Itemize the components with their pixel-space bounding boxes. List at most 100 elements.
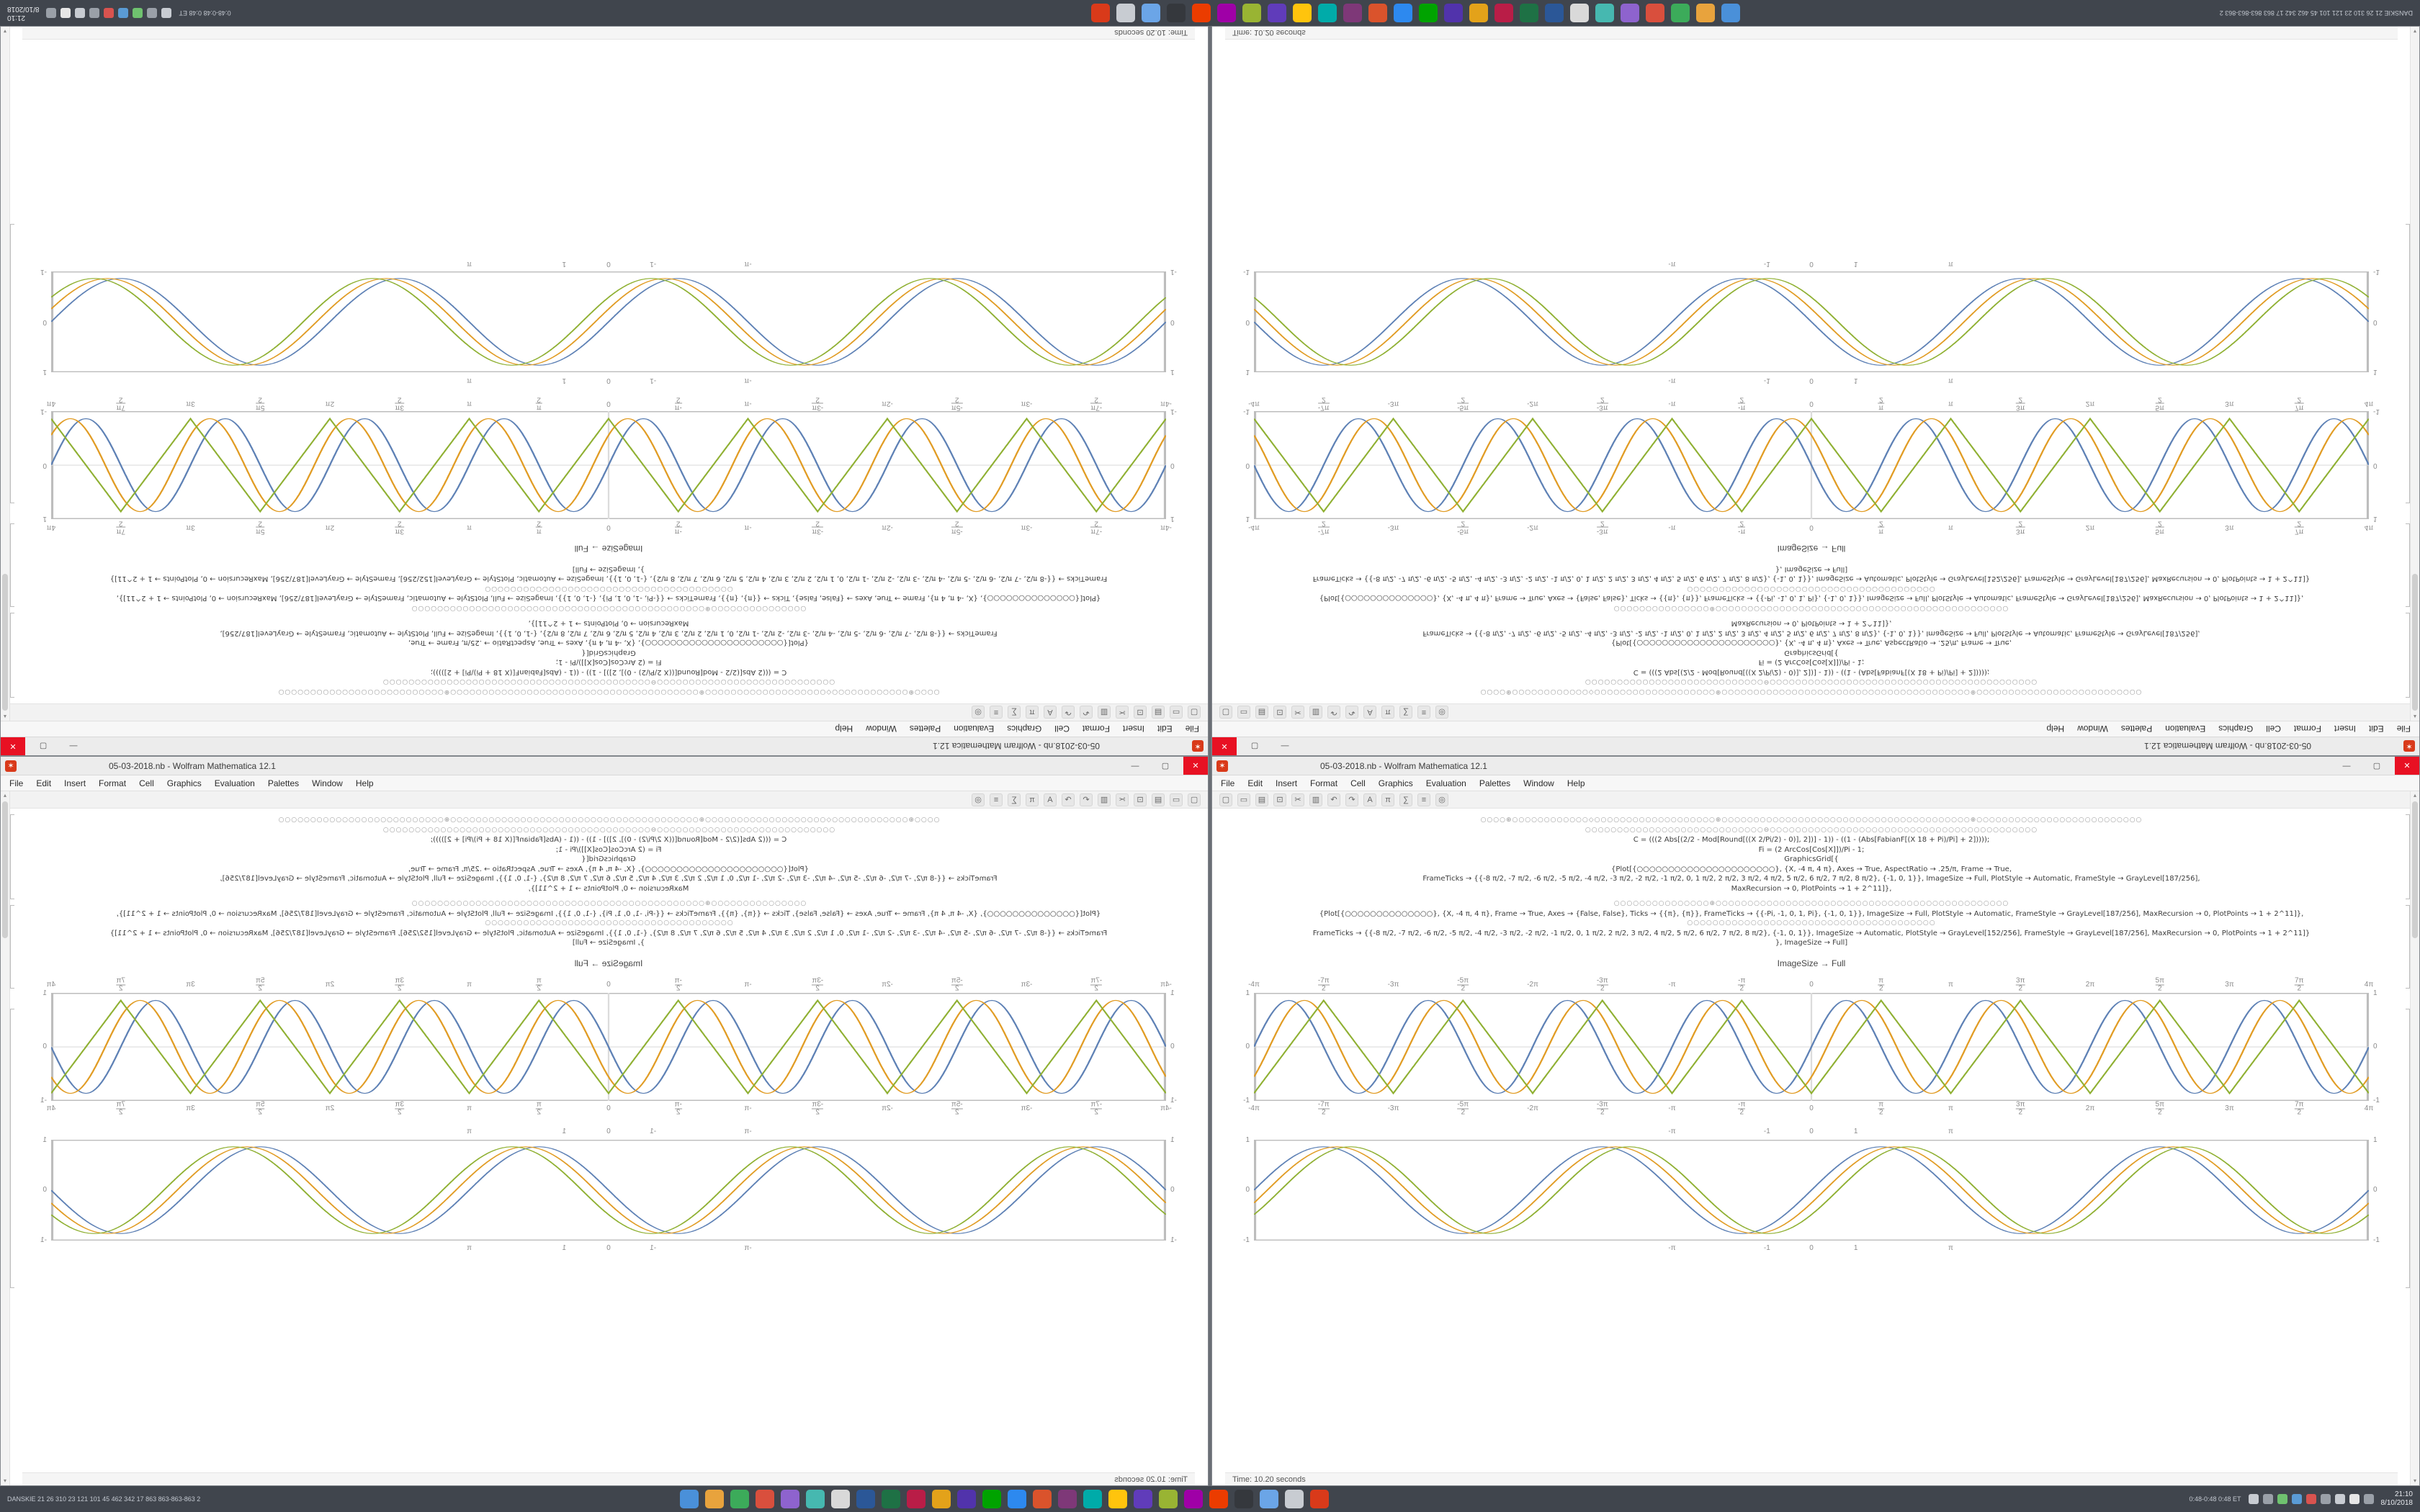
toolbar-icon[interactable]: ≡: [990, 793, 1003, 806]
menu-item[interactable]: Graphics: [166, 778, 202, 788]
toolbar-icon[interactable]: ∑: [1008, 793, 1021, 806]
toolbar-icon[interactable]: ▥: [1309, 793, 1322, 806]
scroll-up-icon[interactable]: ▴: [2413, 714, 2416, 720]
maximize-button[interactable]: ▢: [1161, 762, 1170, 770]
toolbar-icon[interactable]: ▤: [1255, 706, 1268, 719]
toolbar-icon[interactable]: ∑: [1008, 706, 1021, 719]
tray-icon[interactable]: [161, 8, 172, 18]
menu-item[interactable]: Palettes: [2120, 724, 2153, 734]
menu-item[interactable]: Evaluation: [1425, 778, 1466, 788]
toolbar-icon[interactable]: ✂: [1116, 706, 1129, 719]
taskbar-app-icon[interactable]: [1393, 4, 1412, 22]
toolbar-icon[interactable]: ▤: [1152, 706, 1165, 719]
menu-item[interactable]: Format: [1310, 778, 1338, 788]
tray-icon[interactable]: [147, 8, 158, 18]
close-button[interactable]: ✕: [1, 737, 25, 755]
input-cell-1[interactable]: ○○○○⊕○○○○○○○○○○○○◇○○○○○○○○○○○○○○○○○○○⊕○○…: [1225, 816, 2398, 894]
maximize-button[interactable]: ▢: [1250, 742, 1259, 750]
menu-item[interactable]: Edit: [36, 778, 52, 788]
taskbar-app-icon[interactable]: [932, 1490, 951, 1508]
menu-item[interactable]: Insert: [2334, 724, 2356, 734]
scroll-down-icon[interactable]: ▾: [2413, 1477, 2416, 1484]
taskbar-app-icon[interactable]: [1159, 1490, 1178, 1508]
input-cell-1[interactable]: ○○○○⊕○○○○○○○○○○○○◇○○○○○○○○○○○○○○○○○○○⊕○○…: [22, 816, 1195, 894]
scrollbar-thumb[interactable]: [2, 574, 8, 711]
cell-bracket[interactable]: [10, 814, 14, 899]
toolbar-icon[interactable]: ✂: [1291, 793, 1304, 806]
toolbar-icon[interactable]: ◎: [1435, 793, 1448, 806]
menu-item[interactable]: Graphics: [1007, 724, 1042, 734]
scroll-up-icon[interactable]: ▴: [4, 792, 7, 798]
taskbar-app-icon[interactable]: [1494, 4, 1513, 22]
tray-icon[interactable]: [2334, 1494, 2345, 1504]
taskbar-app-icon[interactable]: [1008, 1490, 1027, 1508]
scrollbar-thumb[interactable]: [2, 801, 8, 938]
taskbar-app-icon[interactable]: [680, 1490, 699, 1508]
minimize-button[interactable]: —: [1281, 742, 1289, 751]
menu-item[interactable]: Window: [866, 724, 897, 734]
menu-item[interactable]: File: [1185, 724, 1199, 734]
tray-icon[interactable]: [2277, 1494, 2287, 1504]
taskbar-app-icon[interactable]: [982, 1490, 1002, 1508]
tray-icon[interactable]: [2305, 1494, 2316, 1504]
tray-icon[interactable]: [75, 8, 86, 18]
taskbar-app-icon[interactable]: [1285, 1490, 1304, 1508]
scroll-down-icon[interactable]: ▾: [4, 28, 7, 35]
taskbar-app-icon[interactable]: [1310, 1490, 1330, 1508]
toolbar-icon[interactable]: ◎: [972, 706, 985, 719]
toolbar-icon[interactable]: ≡: [1417, 706, 1430, 719]
taskbar-app-icon[interactable]: [1620, 4, 1639, 22]
tray-icon[interactable]: [118, 8, 129, 18]
minimize-button[interactable]: —: [1131, 761, 1139, 770]
taskbar-app-icon[interactable]: [1184, 1490, 1204, 1508]
taskbar-app-icon[interactable]: [1141, 4, 1160, 22]
tray-icon[interactable]: [60, 8, 71, 18]
taskbar-app-icon[interactable]: [781, 1490, 800, 1508]
toolbar-icon[interactable]: A: [1363, 706, 1376, 719]
cell-bracket[interactable]: [10, 905, 14, 989]
taskbar-app-icon[interactable]: [1090, 4, 1110, 22]
taskbar-app-icon[interactable]: [856, 1490, 876, 1508]
menu-item[interactable]: Format: [2293, 724, 2321, 734]
toolbar-icon[interactable]: π: [1381, 706, 1394, 719]
maximize-button[interactable]: ▢: [39, 742, 48, 750]
toolbar-icon[interactable]: ▢: [1219, 706, 1232, 719]
menu-item[interactable]: Cell: [139, 778, 154, 788]
taskbar-app-icon[interactable]: [756, 1490, 775, 1508]
scrollbar-thumb[interactable]: [2412, 574, 2418, 711]
menu-item[interactable]: Edit: [1247, 778, 1263, 788]
menu-item[interactable]: Format: [99, 778, 127, 788]
menu-item[interactable]: Graphics: [1378, 778, 1413, 788]
menu-item[interactable]: Window: [1523, 778, 1554, 788]
scroll-up-icon[interactable]: ▴: [4, 714, 7, 720]
toolbar-icon[interactable]: ▤: [1152, 793, 1165, 806]
toolbar-icon[interactable]: A: [1044, 706, 1057, 719]
window-titlebar[interactable]: ✶ 05-03-2018.nb - Wolfram Mathematica 12…: [1, 737, 1208, 755]
menu-item[interactable]: Insert: [1122, 724, 1144, 734]
toolbar-icon[interactable]: ∑: [1399, 706, 1412, 719]
input-cell-1[interactable]: ○○○○⊕○○○○○○○○○○○○◇○○○○○○○○○○○○○○○○○○○⊕○○…: [1225, 618, 2398, 696]
toolbar-icon[interactable]: ≡: [990, 706, 1003, 719]
menu-item[interactable]: Palettes: [267, 778, 300, 788]
toolbar-icon[interactable]: ▢: [1219, 793, 1232, 806]
taskbar-app-icon[interactable]: [1670, 4, 1690, 22]
taskbar-app-icon[interactable]: [1216, 4, 1236, 22]
taskbar-app-icon[interactable]: [1443, 4, 1463, 22]
toolbar-icon[interactable]: ↶: [1327, 706, 1340, 719]
taskbar-app-icon[interactable]: [1209, 1490, 1229, 1508]
toolbar-icon[interactable]: ↶: [1080, 793, 1093, 806]
taskbar-app-icon[interactable]: [1569, 4, 1589, 22]
menu-item[interactable]: Edit: [2368, 724, 2384, 734]
tray-icon[interactable]: [133, 8, 143, 18]
taskbar-app-icon[interactable]: [1469, 4, 1488, 22]
vertical-scrollbar[interactable]: ▴ ▾: [2410, 791, 2419, 1485]
taskbar-clock[interactable]: 21:10 8/10/2018: [2381, 1490, 2414, 1508]
taskbar-app-icon[interactable]: [1116, 4, 1135, 22]
taskbar-app-icon[interactable]: [1595, 4, 1614, 22]
menu-item[interactable]: Evaluation: [954, 724, 995, 734]
tray-icon[interactable]: [104, 8, 115, 18]
menu-item[interactable]: Cell: [2266, 724, 2281, 734]
toolbar-icon[interactable]: ↷: [1345, 706, 1358, 719]
toolbar-icon[interactable]: ▥: [1098, 706, 1111, 719]
cell-bracket[interactable]: [10, 613, 14, 698]
